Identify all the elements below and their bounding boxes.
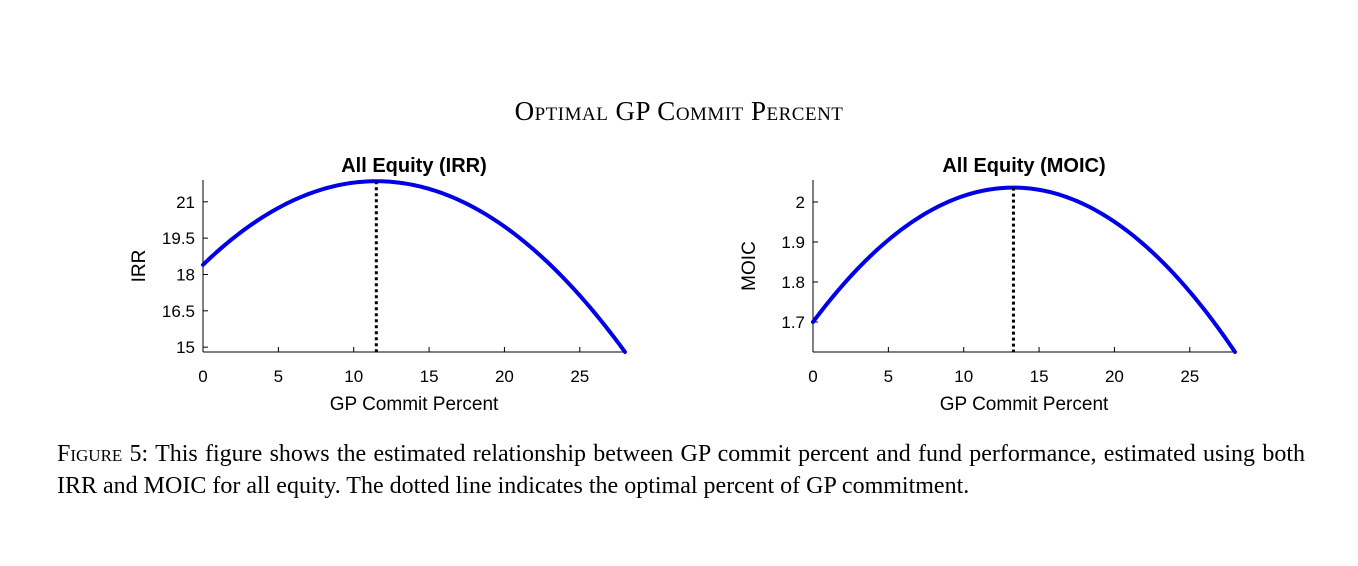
irr-y-axis-label: IRR bbox=[129, 250, 150, 283]
figure-title: Optimal GP Commit Percent bbox=[514, 96, 844, 126]
moic-y-tick-label: 2 bbox=[796, 193, 805, 212]
caption-label: Figure 5: bbox=[57, 441, 149, 467]
moic-x-axis-label: GP Commit Percent bbox=[940, 394, 1109, 415]
moic-chart: All Equity (MOIC) 0 5 10 15 20 25 1.7 1.8 1.9 2 GP … bbox=[739, 155, 1237, 415]
irr-curve bbox=[201, 179, 627, 354]
moic-y-tick-label: 1.8 bbox=[781, 273, 805, 292]
irr-x-tick-label: 0 bbox=[198, 367, 207, 386]
moic-chart-title: All Equity (MOIC) bbox=[942, 155, 1105, 177]
irr-x-tick-label: 5 bbox=[274, 367, 283, 386]
irr-chart: All Equity (IRR) 0 5 10 15 20 25 15 16.5 18 19.5 21… bbox=[129, 155, 627, 415]
irr-x-axis-label: GP Commit Percent bbox=[330, 394, 499, 415]
irr-chart-title: All Equity (IRR) bbox=[341, 155, 487, 177]
moic-y-tick-label: 1.9 bbox=[781, 233, 805, 252]
moic-curve bbox=[811, 185, 1237, 354]
caption-text: This figure shows the estimated relation… bbox=[57, 441, 1305, 499]
moic-y-tick-label: 1.7 bbox=[781, 313, 805, 332]
irr-x-tick-label: 20 bbox=[495, 367, 514, 386]
irr-x-tick-label: 25 bbox=[570, 367, 589, 386]
moic-x-tick-label: 5 bbox=[884, 367, 893, 386]
irr-y-tick-label: 16.5 bbox=[162, 302, 195, 321]
irr-y-tick-label: 15 bbox=[176, 338, 195, 357]
figure-caption: Figure 5: This figure shows the estimate… bbox=[57, 438, 1305, 502]
irr-y-tick-label: 19.5 bbox=[162, 229, 195, 248]
irr-x-tick-label: 10 bbox=[344, 367, 363, 386]
moic-x-tick-label: 25 bbox=[1180, 367, 1199, 386]
moic-y-axis-label: MOIC bbox=[739, 241, 760, 291]
irr-y-tick-label: 21 bbox=[176, 193, 195, 212]
moic-x-tick-label: 20 bbox=[1105, 367, 1124, 386]
irr-y-tick-label: 18 bbox=[176, 265, 195, 284]
moic-x-tick-label: 15 bbox=[1030, 367, 1049, 386]
irr-x-tick-label: 15 bbox=[420, 367, 439, 386]
moic-x-tick-label: 10 bbox=[954, 367, 973, 386]
moic-x-tick-label: 0 bbox=[808, 367, 817, 386]
